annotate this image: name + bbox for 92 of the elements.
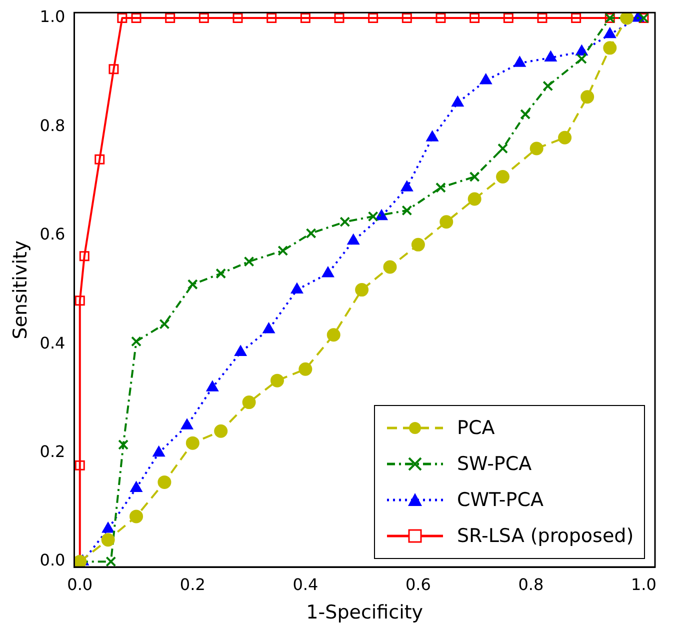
- point: [537, 13, 548, 24]
- point: [436, 182, 446, 193]
- point: [187, 279, 198, 290]
- point: [118, 439, 129, 450]
- point: [620, 12, 634, 25]
- point: [291, 283, 303, 294]
- point: [186, 436, 200, 450]
- point: [334, 13, 344, 24]
- point: [426, 130, 438, 142]
- point: [496, 170, 510, 184]
- point: [244, 256, 254, 267]
- point: [158, 475, 172, 489]
- point: [101, 533, 115, 547]
- point: [530, 142, 544, 156]
- point: [368, 13, 378, 24]
- point: [298, 362, 312, 376]
- point: [130, 481, 142, 492]
- point: [206, 380, 218, 392]
- legend-label: SW-PCA: [457, 453, 532, 475]
- point: [402, 13, 412, 24]
- point: [520, 109, 531, 120]
- point: [266, 13, 277, 24]
- point: [326, 328, 340, 342]
- point: [402, 205, 412, 216]
- x-tick-label: 1.0: [630, 574, 656, 594]
- point: [159, 318, 170, 330]
- point: [542, 80, 554, 92]
- point: [234, 346, 247, 356]
- point: [383, 260, 397, 274]
- point: [165, 13, 176, 24]
- y-tick-label: 0.8: [40, 116, 66, 135]
- point: [571, 13, 582, 24]
- y-tick-label: 1.0: [40, 7, 66, 26]
- point: [94, 154, 105, 164]
- point: [436, 13, 446, 24]
- point: [603, 41, 617, 55]
- point: [340, 216, 350, 228]
- point: [232, 13, 243, 24]
- point: [131, 13, 142, 24]
- point: [108, 64, 119, 74]
- point: [347, 234, 360, 245]
- x-tick-label: 0.4: [292, 574, 318, 594]
- y-axis-title: Sensitivity: [9, 240, 32, 340]
- legend-label: SR-LSA (proposed): [457, 525, 634, 547]
- legend-label: PCA: [457, 417, 495, 439]
- point: [498, 143, 508, 154]
- point: [503, 13, 514, 24]
- point: [106, 556, 116, 567]
- point: [74, 296, 85, 306]
- point: [452, 96, 464, 107]
- point: [440, 215, 454, 229]
- point: [376, 210, 388, 220]
- point: [74, 460, 85, 470]
- point: [558, 130, 572, 144]
- x-tick-label: 0.8: [518, 574, 544, 594]
- point: [152, 446, 165, 457]
- x-axis-title: 1-Specificity: [306, 602, 424, 624]
- point: [181, 418, 193, 430]
- point: [469, 172, 480, 182]
- point: [480, 74, 492, 84]
- point: [468, 192, 482, 206]
- point: [604, 28, 616, 38]
- point: [400, 180, 413, 192]
- point: [368, 211, 378, 222]
- point: [306, 228, 316, 239]
- point: [278, 245, 288, 256]
- x-tick-label: 0.2: [180, 574, 206, 594]
- y-tick-label: 0.2: [40, 442, 66, 462]
- point: [117, 13, 128, 24]
- point: [79, 251, 90, 262]
- point: [262, 322, 275, 334]
- point: [270, 374, 284, 388]
- point: [355, 283, 369, 297]
- point: [576, 54, 587, 64]
- y-tick-label: 0.0: [40, 550, 66, 570]
- y-tick-label: 0.6: [40, 224, 66, 244]
- x-tick-label: 0.6: [405, 574, 431, 594]
- point: [131, 336, 142, 347]
- point: [470, 13, 480, 24]
- y-tick-label: 0.4: [40, 333, 66, 352]
- x-tick-label: 0.0: [67, 574, 93, 594]
- point: [242, 396, 256, 410]
- point: [130, 510, 144, 524]
- legend-label: CWT-PCA: [457, 489, 544, 511]
- point: [216, 268, 226, 279]
- point: [411, 238, 425, 252]
- point: [322, 266, 334, 278]
- point: [300, 13, 310, 24]
- point: [214, 424, 228, 438]
- point: [580, 90, 594, 104]
- point: [102, 522, 114, 533]
- point: [198, 13, 209, 24]
